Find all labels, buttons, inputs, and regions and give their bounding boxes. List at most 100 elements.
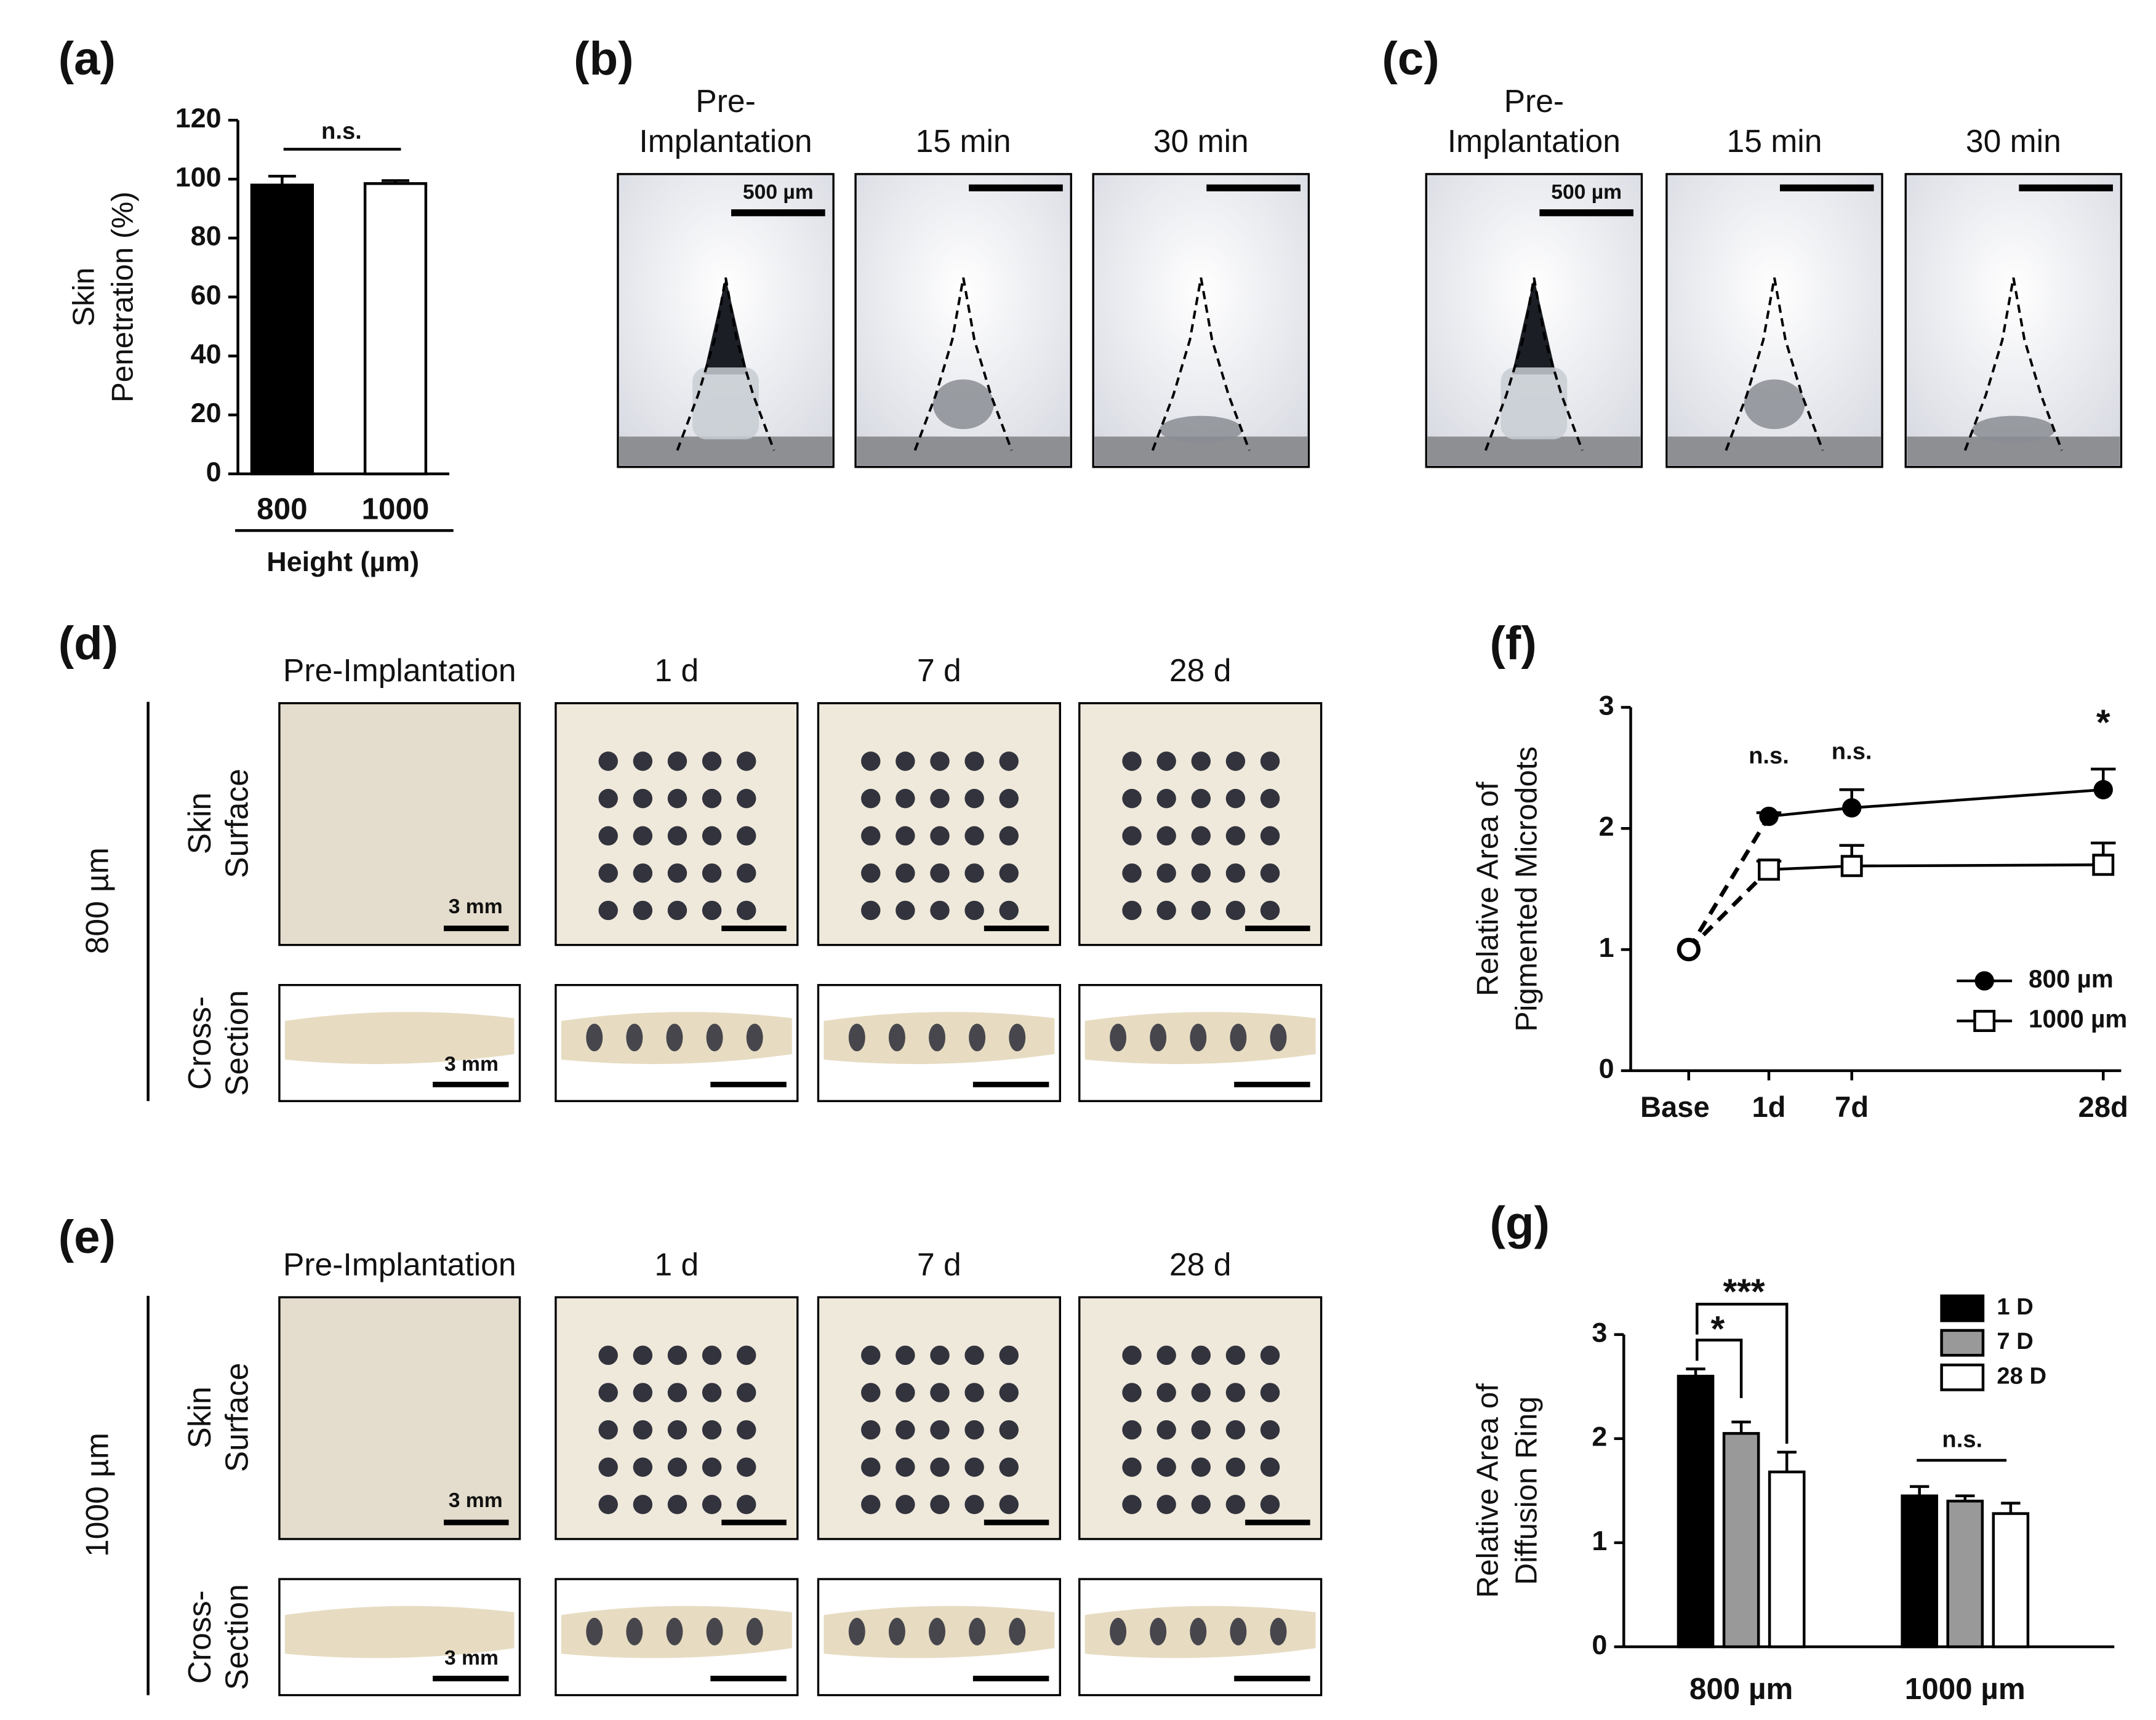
microdot xyxy=(1191,1457,1211,1477)
point xyxy=(1841,798,1862,818)
microdot xyxy=(1122,751,1142,771)
microdot xyxy=(930,1345,950,1366)
microdot xyxy=(896,788,915,809)
microdot xyxy=(1191,1495,1211,1514)
microdot-section xyxy=(666,1023,683,1052)
microdot xyxy=(667,863,687,883)
bar xyxy=(1992,1512,2030,1649)
scale-label: 3 mm xyxy=(449,1489,503,1512)
microdot xyxy=(1225,751,1246,771)
microdot-section xyxy=(1190,1617,1207,1646)
microdot xyxy=(896,751,915,771)
skin-photo xyxy=(278,1296,521,1540)
microdot xyxy=(964,751,984,771)
microdot-section xyxy=(746,1023,763,1052)
microdot-section xyxy=(1150,1617,1167,1646)
y-tick-label: 2 xyxy=(1599,810,1614,842)
column-header: 1 d xyxy=(654,1246,699,1282)
microdot-section xyxy=(1230,1617,1247,1646)
legend-swatch xyxy=(1940,1363,1985,1391)
row-label: Cross- xyxy=(182,996,217,1090)
legend-label: 1000 µm xyxy=(2029,1005,2127,1033)
series-line xyxy=(1768,788,2104,818)
residue xyxy=(932,379,994,430)
microdot xyxy=(930,1383,950,1402)
substrate xyxy=(857,436,1070,466)
microdot-section xyxy=(969,1617,986,1646)
microdot xyxy=(736,1345,756,1366)
microdot xyxy=(1260,863,1280,883)
microdot xyxy=(598,1345,618,1366)
microdot xyxy=(667,826,687,846)
x-tick-label: 1d xyxy=(1752,1090,1785,1123)
y-tick-label: 120 xyxy=(175,102,222,134)
microdot xyxy=(861,1420,881,1440)
x-tick-label: 800 µm xyxy=(1689,1672,1793,1706)
microdot-section xyxy=(1230,1023,1247,1052)
microdot xyxy=(896,826,915,846)
residue xyxy=(1744,379,1805,430)
error-bar xyxy=(1777,1450,1797,1472)
microdot xyxy=(598,826,618,846)
microdot xyxy=(1156,1457,1176,1477)
microdot xyxy=(1225,863,1246,883)
column-header: 15 min xyxy=(916,123,1011,159)
microdot xyxy=(736,863,756,883)
microdot xyxy=(1156,863,1176,883)
microdot xyxy=(736,1457,756,1477)
legend-swatch xyxy=(1940,1294,1985,1322)
microdot xyxy=(1156,826,1176,846)
microdot xyxy=(1260,1345,1280,1366)
microdot xyxy=(896,1345,915,1366)
microdot xyxy=(1225,1420,1246,1440)
microdot xyxy=(964,863,984,883)
y-tick-label: 3 xyxy=(1599,689,1614,721)
bar xyxy=(250,183,315,476)
microdot xyxy=(633,788,653,809)
microdot xyxy=(930,863,950,883)
microdot xyxy=(702,1345,722,1366)
microdot xyxy=(667,788,687,809)
microdot-section xyxy=(848,1023,865,1052)
group-label: 800 µm xyxy=(79,847,115,954)
y-tick-label: 60 xyxy=(191,279,222,311)
microdot xyxy=(702,1420,722,1440)
y-axis-label: Relative Area of xyxy=(1471,1383,1505,1598)
microdot xyxy=(1122,788,1142,809)
column-header: 7 d xyxy=(917,1246,961,1282)
row-label: Surface xyxy=(218,769,254,878)
microdot xyxy=(861,1457,881,1477)
outline xyxy=(1963,277,2063,451)
microdot xyxy=(702,1383,722,1402)
y-tick-label: 1 xyxy=(1599,932,1614,963)
point xyxy=(1759,806,1779,826)
legend-marker xyxy=(1974,971,1994,991)
microdot xyxy=(999,788,1019,809)
microdot-section xyxy=(1270,1023,1287,1052)
microdot xyxy=(736,751,756,771)
microdot xyxy=(1225,900,1246,921)
x-axis-label: Height (µm) xyxy=(266,546,419,577)
bar xyxy=(363,182,428,476)
microdot xyxy=(930,1457,950,1477)
microdot xyxy=(598,1495,618,1514)
y-tick-label: 2 xyxy=(1592,1421,1607,1452)
microdot-section xyxy=(888,1617,905,1646)
y-tick-label: 20 xyxy=(191,397,222,428)
needle xyxy=(703,278,748,375)
y-tick-label: 0 xyxy=(1592,1629,1607,1660)
series-line xyxy=(1687,868,1771,951)
outline xyxy=(913,277,1013,451)
microdot xyxy=(964,826,984,846)
microdot xyxy=(861,788,881,809)
significance-bracket xyxy=(1696,1338,1743,1398)
point xyxy=(1758,858,1780,881)
column-header: 28 d xyxy=(1169,652,1231,688)
skin-photo xyxy=(278,702,521,946)
annotation: n.s. xyxy=(1832,738,1872,765)
microdot-section xyxy=(848,1617,865,1646)
microdot xyxy=(667,1457,687,1477)
panel-label: (f) xyxy=(1490,617,1537,670)
column-header: Implantation xyxy=(1448,123,1621,159)
